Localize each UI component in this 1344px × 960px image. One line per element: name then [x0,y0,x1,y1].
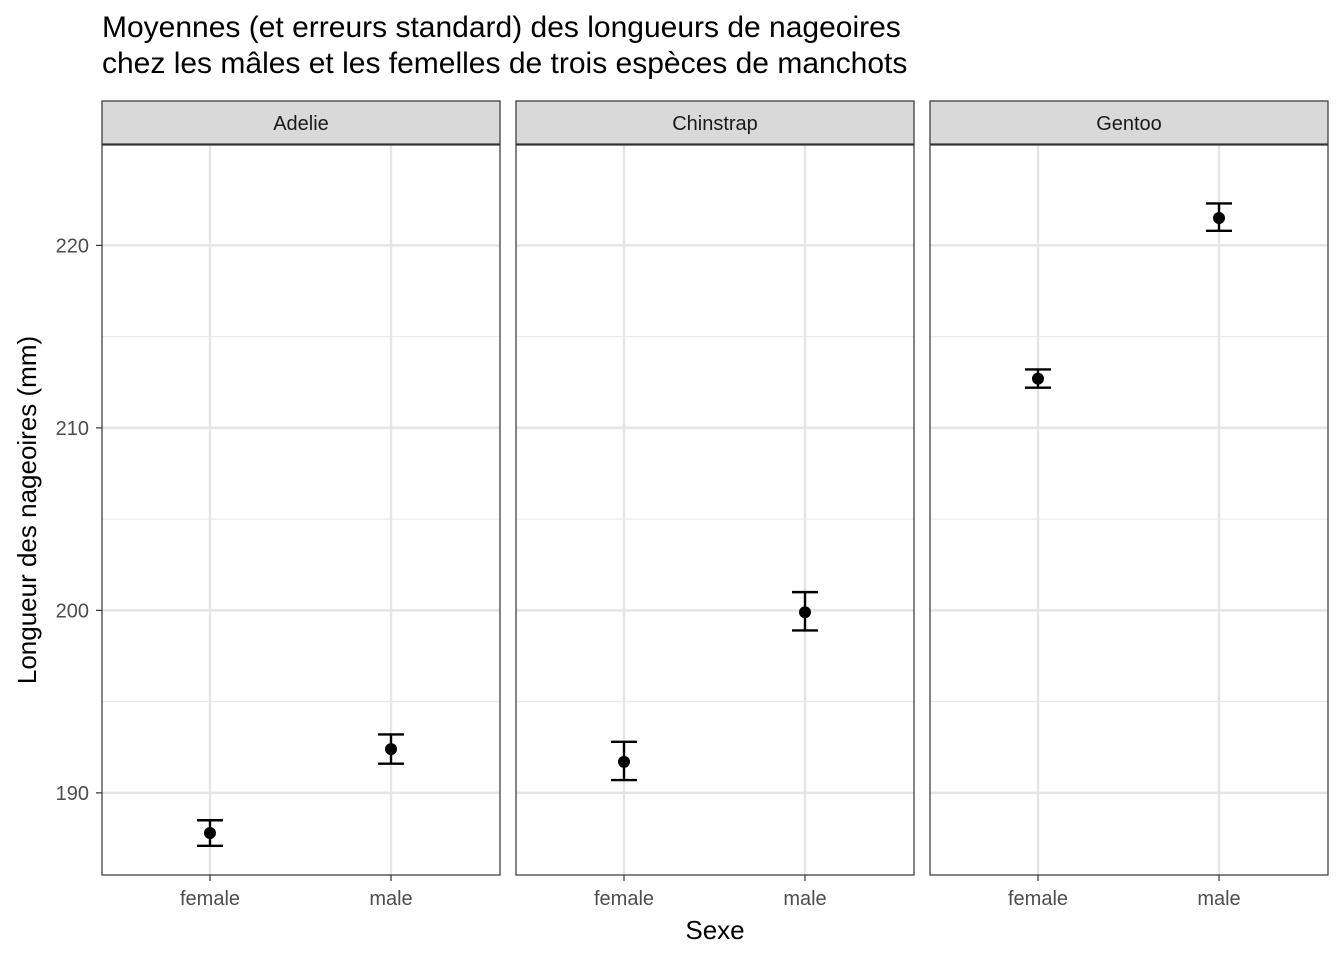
mean-point-female [204,827,216,840]
facet-strip [515,100,915,145]
mean-point-female [618,755,630,768]
panel-background [930,145,1328,875]
y-tick-label: 190 [56,783,89,805]
x-tick-label-male: male [1197,888,1240,910]
x-tick-label-male: male [369,888,412,910]
facet-chinstrap: Chinstrap female male [515,100,915,910]
x-tick-label-male: male [783,888,826,910]
x-tick-label-female: female [594,888,654,910]
panel-background [102,145,500,875]
mean-point-female [1032,372,1044,385]
chart-title-line-1: Moyennes (et erreurs standard) des longu… [102,11,901,44]
panel-border [515,144,915,876]
y-axis: 190 200 210 220 [56,235,102,805]
facet-gentoo: Gentoo female male [929,100,1329,910]
y-tick-label: 200 [56,600,89,622]
y-axis-label: Longueur des nageoires (mm) [12,336,42,684]
x-axis-label: Sexe [685,915,744,945]
mean-point-male [1213,212,1225,224]
x-tick-label-female: female [1008,888,1068,910]
facet-adelie: Adelie female male [101,100,501,910]
y-tick-label: 210 [56,418,89,440]
chart-title-line-2: chez les mâles et les femelles de trois … [102,47,908,80]
x-tick-label-female: female [180,888,240,910]
facet-strip-label: Gentoo [1096,113,1162,135]
facet-strip [929,100,1329,145]
panel-border [101,144,501,876]
facet-strip-label: Chinstrap [672,113,758,135]
mean-point-male [385,743,397,756]
y-tick-label: 220 [56,235,89,257]
facet-strip [101,100,501,145]
facet-strip-label: Adelie [273,113,329,135]
chart-title: Moyennes (et erreurs standard) des longu… [102,10,907,82]
panel-border [929,144,1329,876]
panel-background [516,145,914,875]
mean-point-male [799,606,811,619]
